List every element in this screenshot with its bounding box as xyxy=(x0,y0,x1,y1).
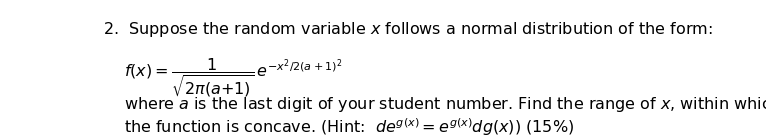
Text: where $a$ is the last digit of your student number. Find the range of $x$, withi: where $a$ is the last digit of your stud… xyxy=(124,95,766,113)
Text: the function is concave. (Hint:  $de^{g(x)} = e^{g(x)}dg(x)$) (15%): the function is concave. (Hint: $de^{g(x… xyxy=(124,117,574,137)
Text: 2.  Suppose the random variable $x$ follows a normal distribution of the form:: 2. Suppose the random variable $x$ follo… xyxy=(103,20,712,39)
Text: $f(x){=}\dfrac{1}{\sqrt{2\pi(a{+}1)}}\,e^{-x^2/2(a+1)^2}$: $f(x){=}\dfrac{1}{\sqrt{2\pi(a{+}1)}}\,e… xyxy=(124,57,342,100)
